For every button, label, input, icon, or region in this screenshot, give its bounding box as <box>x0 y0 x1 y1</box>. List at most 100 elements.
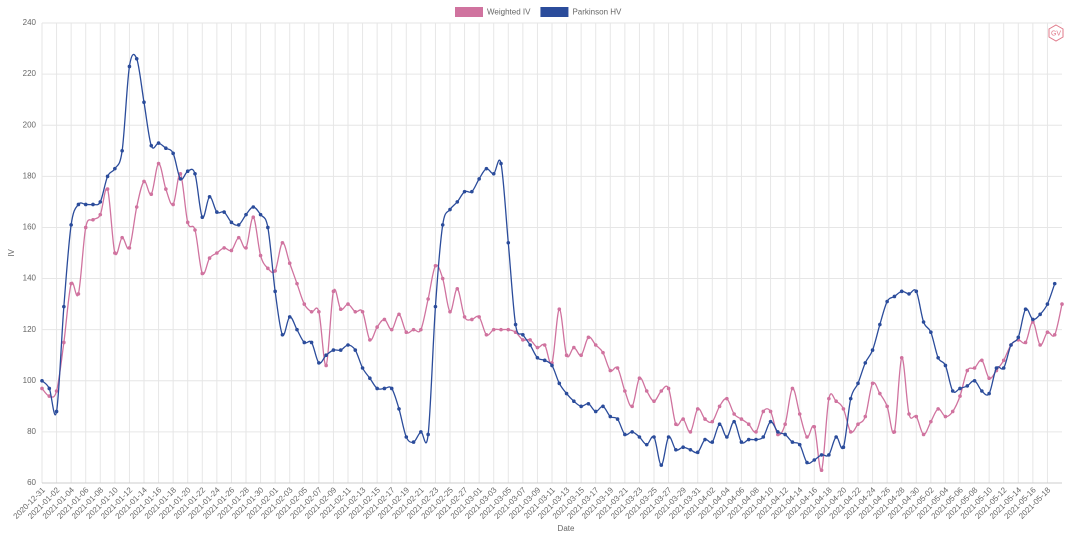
point <box>62 304 66 309</box>
point <box>317 361 321 365</box>
point <box>470 189 474 194</box>
point <box>681 445 685 450</box>
point <box>113 251 117 255</box>
point <box>695 407 700 411</box>
point <box>346 302 350 306</box>
point <box>579 404 583 409</box>
logo-text: GV <box>1051 30 1061 37</box>
point <box>506 240 511 245</box>
point <box>47 394 52 398</box>
point <box>1052 281 1057 286</box>
y-tick-label: 100 <box>23 376 37 385</box>
point <box>513 322 518 327</box>
point <box>360 309 365 314</box>
point <box>623 432 627 437</box>
point <box>695 450 700 455</box>
point <box>331 289 336 294</box>
point <box>382 386 387 391</box>
point <box>965 368 970 373</box>
point <box>433 304 438 309</box>
point <box>185 220 190 225</box>
point <box>637 435 642 439</box>
point <box>870 348 875 352</box>
point <box>331 348 336 352</box>
point <box>1023 307 1028 312</box>
point <box>477 315 481 319</box>
point <box>207 256 212 260</box>
point <box>76 292 81 296</box>
point <box>754 430 758 434</box>
point <box>433 263 438 268</box>
point <box>462 189 467 194</box>
point <box>666 386 671 391</box>
point <box>1009 343 1013 347</box>
point <box>484 332 489 337</box>
point <box>258 253 263 258</box>
point <box>921 432 926 437</box>
point <box>317 309 321 314</box>
point <box>717 422 722 427</box>
point <box>761 435 766 439</box>
point <box>484 166 489 171</box>
point <box>280 332 285 337</box>
point <box>885 299 889 304</box>
point <box>732 412 736 416</box>
point <box>725 396 729 401</box>
point <box>1016 335 1021 340</box>
y-tick-label: 120 <box>23 325 37 334</box>
point <box>572 345 576 350</box>
point <box>69 223 73 227</box>
point <box>768 419 773 424</box>
point <box>710 440 715 444</box>
point <box>389 327 394 332</box>
point <box>382 317 387 322</box>
point <box>776 432 780 437</box>
point <box>142 179 146 184</box>
point <box>98 212 103 217</box>
point <box>229 220 234 225</box>
point <box>193 228 197 232</box>
point <box>892 294 897 299</box>
point <box>200 215 205 220</box>
point <box>47 386 52 391</box>
point <box>360 366 365 370</box>
point <box>389 386 394 391</box>
point <box>987 376 991 381</box>
point <box>127 246 132 250</box>
point <box>1038 343 1042 347</box>
point <box>601 404 605 409</box>
point <box>819 468 824 473</box>
point <box>1031 320 1035 324</box>
point <box>674 447 678 452</box>
point <box>899 289 904 294</box>
point <box>353 348 358 352</box>
point <box>506 327 511 332</box>
point <box>1045 330 1050 335</box>
point <box>899 355 904 360</box>
point <box>812 424 817 429</box>
point <box>703 437 707 442</box>
point <box>338 348 343 352</box>
point <box>863 414 868 419</box>
point <box>907 412 911 416</box>
point <box>739 440 744 444</box>
point <box>499 327 503 332</box>
point <box>856 381 860 386</box>
point <box>725 435 729 439</box>
point <box>222 246 226 250</box>
point <box>40 386 44 391</box>
point <box>149 143 154 148</box>
point <box>746 437 751 442</box>
point <box>440 223 445 227</box>
point <box>557 307 562 312</box>
point <box>113 166 117 171</box>
point <box>564 391 569 396</box>
point <box>207 194 212 199</box>
point <box>266 266 270 271</box>
point <box>91 217 95 222</box>
point <box>761 409 766 414</box>
point <box>105 187 110 191</box>
point <box>848 396 853 401</box>
point <box>426 432 430 437</box>
point <box>215 210 219 214</box>
